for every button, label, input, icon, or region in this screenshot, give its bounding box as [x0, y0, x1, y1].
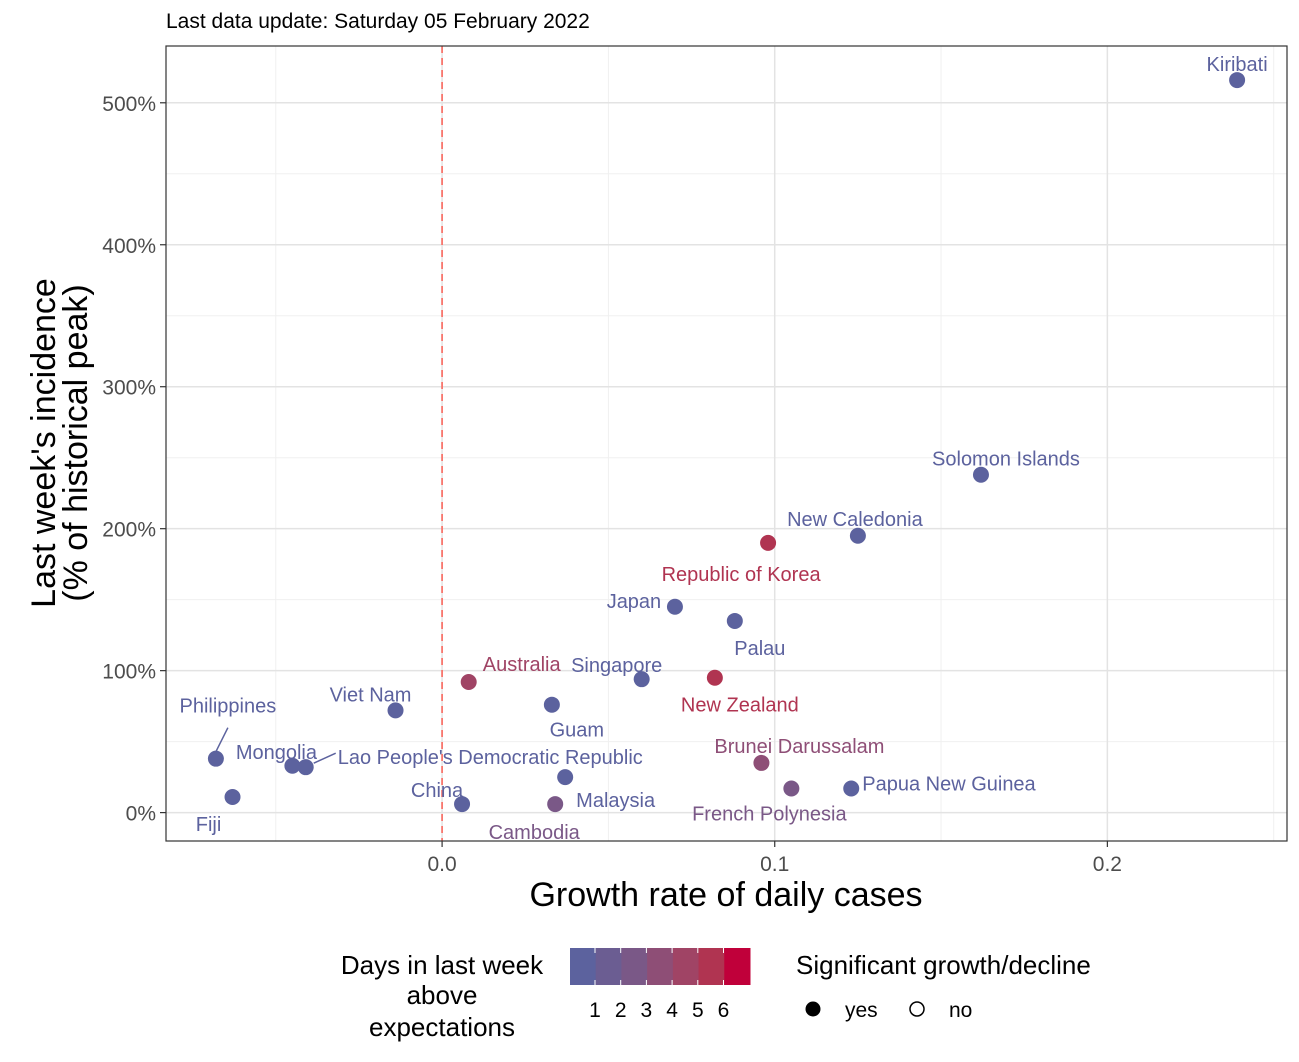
- point-philippines: [207, 750, 224, 767]
- point-new-caledonia: [849, 527, 866, 544]
- colorbar-segment: [647, 948, 674, 985]
- y-axis-tick-label: 200%: [102, 519, 156, 542]
- point-new-zealand: [706, 669, 723, 686]
- x-axis-tick-label: 0.1: [760, 853, 789, 876]
- colorbar-segment: [724, 948, 751, 985]
- colorbar-label: 2: [615, 999, 627, 1022]
- colorbar-label: 6: [718, 999, 730, 1022]
- point-singapore: [633, 671, 650, 688]
- label-fiji: Fiji: [196, 814, 222, 836]
- colorbar-segment: [595, 948, 622, 985]
- y-axis-title-line2: (% of historical peak): [57, 284, 95, 601]
- label-republic-of-korea: Republic of Korea: [662, 564, 822, 586]
- leader-line-lao-people-s-democratic-republic: [313, 752, 337, 764]
- legend-significance-no: no: [949, 999, 972, 1022]
- legend-colorbar: [570, 948, 751, 985]
- label-solomon-islands: Solomon Islands: [932, 449, 1080, 471]
- label-singapore: Singapore: [571, 655, 662, 677]
- legend-significance: Significant growth/decline yes no: [796, 950, 1091, 1022]
- label-viet-nam: Viet Nam: [330, 684, 412, 706]
- plot-panel-border: [165, 45, 1288, 842]
- point-french-polynesia: [783, 780, 800, 797]
- label-philippines: Philippines: [180, 696, 277, 718]
- point-brunei-darussalam: [753, 754, 770, 771]
- colorbar-label: 5: [692, 999, 704, 1022]
- point-guam: [543, 696, 560, 713]
- point-mongolia: [284, 757, 301, 774]
- x-axis-tick-label: 0.0: [427, 853, 456, 876]
- label-french-polynesia: French Polynesia: [692, 803, 847, 825]
- colorbar-segment: [621, 948, 648, 985]
- data-labels: Kiribati Solomon Islands New Caledonia Repu…: [180, 54, 1268, 844]
- label-australia: Australia: [483, 654, 562, 676]
- legend-significance-title: Significant growth/decline: [796, 950, 1091, 980]
- data-points: [207, 72, 1246, 813]
- point-fiji: [224, 788, 241, 805]
- point-malaysia: [557, 769, 574, 786]
- y-axis-tick-label: 100%: [102, 661, 156, 684]
- y-axis-title: Last week's incidence (% of historical p…: [25, 278, 95, 608]
- y-axis-tick-label: 400%: [102, 235, 156, 258]
- label-guam: Guam: [550, 720, 604, 742]
- label-malaysia: Malaysia: [576, 790, 656, 812]
- colorbar-label: 3: [641, 999, 653, 1022]
- colorbar-segment: [570, 948, 597, 985]
- legend-days-title-line2: above: [407, 980, 478, 1010]
- point-australia: [460, 674, 477, 690]
- label-palau: Palau: [734, 638, 785, 660]
- axes: 0.0 0.1 0.2 0% 100% 200% 300% 400% 500%: [102, 93, 1122, 876]
- label-japan: Japan: [607, 591, 662, 613]
- x-axis-tick-label: 0.2: [1093, 853, 1122, 876]
- label-kiribati: Kiribati: [1207, 54, 1268, 76]
- point-japan: [666, 598, 683, 615]
- y-axis-title-line1: Last week's incidence: [25, 278, 63, 608]
- point-papua-new-guinea: [843, 780, 860, 797]
- y-axis-tick-label: 500%: [102, 93, 156, 116]
- colorbar-label: 4: [666, 999, 678, 1022]
- y-axis-tick-label: 0%: [126, 803, 156, 826]
- point-solomon-islands: [972, 466, 989, 483]
- point-cambodia: [547, 796, 564, 813]
- label-brunei-darussalam: Brunei Darussalam: [714, 736, 884, 758]
- y-axis-tick-label: 300%: [102, 377, 156, 400]
- leader-line-philippines: [215, 727, 229, 752]
- colorbar-segment: [698, 948, 725, 985]
- point-viet-nam: [387, 702, 404, 719]
- grid: [166, 46, 1287, 841]
- legend-days-title-line3: expectations: [369, 1012, 515, 1042]
- point-lao-people-s-democratic-republic: [297, 759, 314, 776]
- label-mongolia: Mongolia: [236, 742, 318, 764]
- legend-filled-circle-icon: [805, 1001, 821, 1017]
- label-new-caledonia: New Caledonia: [787, 509, 924, 531]
- point-kiribati: [1229, 72, 1246, 89]
- label-cambodia: Cambodia: [489, 822, 581, 844]
- label-china: China: [411, 780, 464, 802]
- label-new-zealand: New Zealand: [681, 695, 799, 717]
- label-papua-new-guinea: Papua New Guinea: [862, 773, 1036, 795]
- point-republic-of-korea: [760, 534, 777, 551]
- legend-significance-yes: yes: [845, 999, 878, 1022]
- point-china: [454, 796, 471, 813]
- legend-days-title-line1: Days in last week: [341, 950, 544, 980]
- legend-open-circle-icon: [909, 1001, 925, 1017]
- colorbar-label: 1: [589, 999, 601, 1022]
- x-axis-title: Growth rate of daily cases: [529, 876, 922, 914]
- colorbar-segment: [672, 948, 700, 985]
- chart-subtitle: Last data update: Saturday 05 February 2…: [166, 10, 590, 33]
- label-lao-people-s-democratic-republic: Lao People's Democratic Republic: [338, 747, 643, 769]
- point-palau: [726, 612, 743, 629]
